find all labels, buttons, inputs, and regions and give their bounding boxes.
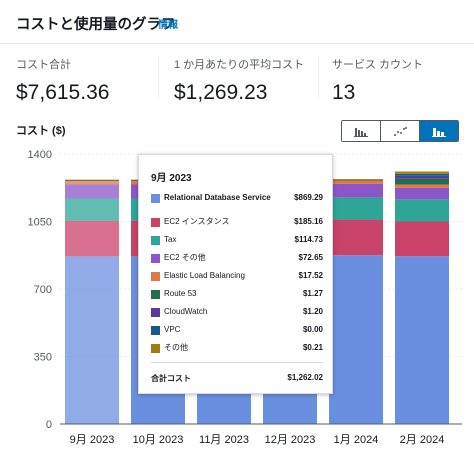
bar-chart-toggle[interactable]: [342, 121, 381, 141]
tooltip-row-label: Elastic Load Balancing: [164, 271, 245, 280]
tooltip-total: 合計コスト $1,262.02: [151, 373, 323, 384]
bar-segment: [329, 219, 383, 256]
y-tick-label: 350: [34, 352, 52, 364]
bar-segment: [329, 180, 383, 184]
tooltip-row-value: $114.73: [294, 235, 323, 244]
tooltip-row-label: Tax: [164, 235, 177, 244]
bar-segment: [395, 171, 449, 174]
bar-chart-icon: [354, 127, 368, 137]
metric-label: 1 か月あたりの平均コスト: [174, 59, 305, 71]
bar-segment: [329, 255, 383, 424]
stacked-bar-chart-toggle[interactable]: [420, 121, 458, 141]
bar-segment: [329, 197, 383, 220]
bar-segment: [329, 183, 383, 198]
divider: [318, 56, 319, 98]
bar-segment: [65, 181, 119, 185]
legend-swatch: [151, 272, 160, 281]
tooltip-total-value: $1,262.02: [287, 373, 323, 382]
bar-segment: [395, 221, 449, 257]
tooltip-title: 9月 2023: [151, 173, 192, 184]
tooltip-row-label: その他: [164, 343, 188, 352]
bar-segment: [65, 184, 119, 199]
metric-average-cost: 1 か月あたりの平均コスト $1,269.23: [174, 56, 304, 105]
metric-value: $7,615.36: [16, 81, 110, 104]
legend-swatch: [151, 194, 160, 203]
legend-swatch: [151, 344, 160, 353]
chart-type-toggle: [341, 120, 459, 142]
bar-segment: [395, 199, 449, 222]
tooltip-row-label: Relational Database Service: [164, 193, 271, 202]
chart-tooltip: 9月 2023 Relational Database Service $869.…: [138, 154, 333, 394]
card-title: コストと使用量のグラフ: [16, 17, 176, 33]
metric-service-count: サービス カウント 13: [332, 56, 423, 105]
tooltip-row-label: Route 53: [164, 289, 197, 298]
tooltip-total-label: 合計コスト: [151, 374, 191, 383]
y-tick-label: 1050: [28, 217, 52, 229]
y-tick-label: 700: [34, 284, 52, 296]
bar-segment: [395, 184, 449, 188]
bar-segment: [65, 198, 119, 221]
metric-value: 13: [332, 81, 356, 104]
metric-value: $1,269.23: [174, 81, 268, 104]
line-chart-icon: [394, 126, 407, 136]
tooltip-divider: [151, 362, 323, 363]
bar-segment: [329, 179, 383, 181]
bar-segment: [65, 256, 119, 424]
tooltip-row-label: CloudWatch: [164, 307, 208, 316]
x-tick-label: 1月 2024: [334, 434, 379, 446]
legend-swatch: [151, 290, 160, 299]
tooltip-row-value: $185.16: [294, 217, 323, 226]
card-header: コストと使用量のグラフ 情報: [0, 0, 474, 44]
tooltip-row-value: $869.29: [294, 193, 323, 202]
x-tick-label: 9月 2023: [70, 434, 115, 446]
tooltip-row-value: $17.52: [298, 271, 323, 280]
tooltip-row-label: EC2 その他: [164, 253, 206, 262]
bar-segment: [395, 173, 449, 176]
metric-label: コスト合計: [16, 59, 71, 71]
legend-swatch: [151, 218, 160, 227]
legend-swatch: [151, 236, 160, 245]
x-tick-label: 12月 2023: [265, 434, 316, 446]
stacked-bar-chart-icon: [432, 127, 446, 137]
legend-swatch: [151, 308, 160, 317]
x-tick-label: 2月 2024: [400, 434, 445, 446]
bar-segment: [395, 256, 449, 424]
legend-swatch: [151, 326, 160, 335]
tooltip-row-value: $72.65: [298, 253, 323, 262]
info-link[interactable]: 情報: [158, 20, 178, 31]
bar-segment: [65, 220, 119, 257]
chart-y-label: コスト ($): [16, 125, 66, 137]
divider: [158, 56, 159, 98]
y-tick-label: 1400: [28, 149, 52, 161]
bar-segment: [395, 178, 449, 185]
tooltip-row-value: $1.20: [302, 307, 323, 316]
line-chart-toggle[interactable]: [381, 121, 420, 141]
x-tick-label: 10月 2023: [133, 434, 184, 446]
tooltip-row-value: $0.21: [302, 343, 323, 352]
legend-swatch: [151, 254, 160, 263]
metric-label: サービス カウント: [332, 59, 424, 71]
x-tick-label: 11月 2023: [199, 434, 249, 446]
tooltip-row-label: VPC: [164, 325, 181, 334]
bar-segment: [65, 179, 119, 181]
tooltip-row-value: $1.27: [302, 289, 323, 298]
bar-segment: [395, 187, 449, 200]
tooltip-row-label: EC2 インスタンス: [164, 217, 230, 226]
metric-total-cost: コスト合計 $7,615.36: [16, 56, 109, 105]
bar-segment: [395, 175, 449, 179]
tooltip-row-value: $0.00: [302, 325, 323, 334]
y-tick-label: 0: [46, 419, 52, 431]
